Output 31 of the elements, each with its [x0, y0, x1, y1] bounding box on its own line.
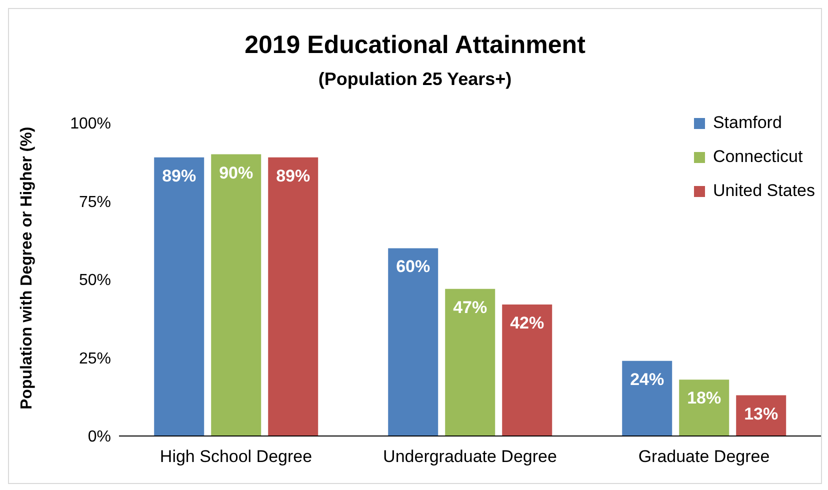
y-tick-label: 0% [88, 428, 111, 446]
data-label: 60% [396, 257, 430, 276]
data-label: 89% [162, 166, 196, 186]
bar [502, 304, 552, 436]
y-tick-label: 100% [70, 116, 111, 133]
y-tick-label: 25% [78, 350, 111, 368]
bar [622, 360, 672, 436]
bar [388, 248, 438, 436]
chart-title: 2019 Educational Attainment [244, 31, 586, 60]
data-label: 90% [219, 163, 254, 182]
bar [211, 154, 262, 436]
x-tick-label: Graduate Degree [638, 447, 770, 466]
chart-subtitle: (Population 25 Years+) [317, 69, 513, 90]
data-label: 24% [630, 370, 664, 389]
bar [154, 157, 204, 436]
data-label: 13% [744, 404, 778, 424]
bar [268, 157, 318, 436]
bar [445, 288, 496, 436]
y-tick-label: 75% [78, 194, 111, 211]
data-label: 89% [276, 166, 310, 186]
bar [679, 380, 730, 436]
data-label: 18% [687, 388, 722, 408]
y-axis-title: Population with Degree or Higher (%) [18, 126, 36, 410]
legend-label: United States [712, 181, 815, 201]
legend-label: Stamford [712, 113, 782, 133]
y-tick-label: 50% [78, 272, 111, 290]
x-tick-label: Undergraduate Degree [383, 447, 557, 466]
data-label: 42% [510, 314, 544, 333]
legend-label: Connecticut [712, 147, 803, 167]
data-label: 47% [453, 298, 488, 317]
x-tick-label: High School Degree [160, 447, 312, 466]
